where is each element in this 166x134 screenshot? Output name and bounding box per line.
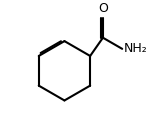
Text: NH₂: NH₂	[124, 42, 147, 55]
Text: O: O	[98, 2, 108, 15]
